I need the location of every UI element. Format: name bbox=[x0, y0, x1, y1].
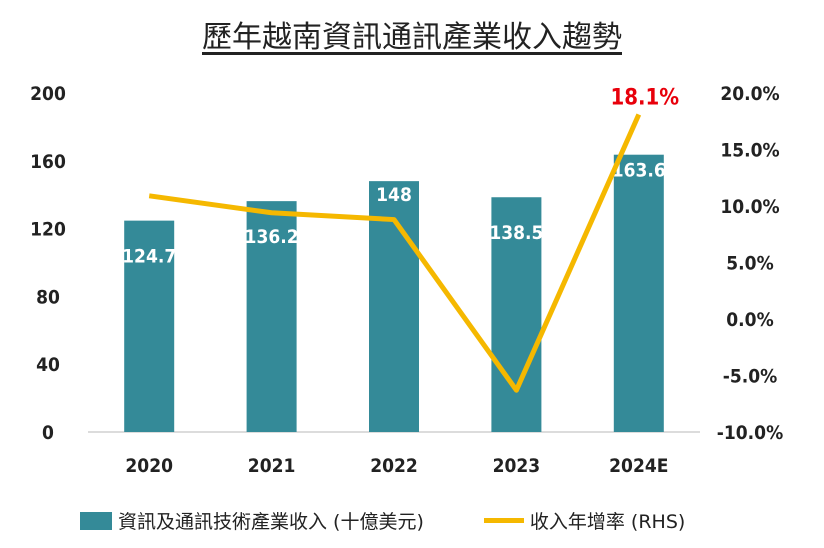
bar bbox=[613, 154, 664, 432]
right-tick-label: -10.0% bbox=[717, 422, 783, 444]
bar bbox=[246, 201, 297, 432]
right-tick-label: 20.0% bbox=[720, 83, 779, 105]
legend-bar-label: 資訊及通訊技術產業收入 (十億美元) bbox=[118, 511, 424, 533]
chart-title: 歷年越南資訊通訊產業收入趨勢 bbox=[202, 20, 622, 55]
left-tick-label: 40 bbox=[36, 354, 60, 376]
right-tick-label: 5.0% bbox=[726, 253, 773, 275]
x-tick-label: 2023 bbox=[493, 455, 541, 477]
left-tick-label: 160 bbox=[30, 151, 66, 173]
legend: 資訊及通訊技術產業收入 (十億美元) 收入年增率 (RHS) bbox=[80, 507, 685, 534]
legend-bar-swatch bbox=[80, 511, 112, 530]
left-tick-label: 0 bbox=[42, 422, 54, 444]
bar bbox=[124, 220, 175, 432]
bar-value-label: 148 bbox=[376, 184, 412, 206]
left-tick-label: 80 bbox=[36, 286, 60, 308]
bar-value-label: 163.6 bbox=[612, 160, 666, 182]
bar-value-label: 136.2 bbox=[245, 226, 299, 248]
right-tick-label: 0.0% bbox=[726, 309, 773, 331]
left-tick-label: 120 bbox=[30, 219, 66, 241]
right-tick-label: 15.0% bbox=[720, 140, 779, 162]
x-tick-label: 2020 bbox=[125, 455, 173, 477]
line-value-label: 18.1% bbox=[610, 85, 679, 110]
x-tick-label: 2024E bbox=[609, 455, 668, 477]
legend-line-label: 收入年增率 (RHS) bbox=[529, 511, 686, 533]
right-tick-label: 10.0% bbox=[720, 196, 779, 218]
bar bbox=[491, 197, 542, 432]
bar-value-label: 138.5 bbox=[489, 222, 543, 244]
chart-area: 0 40 80 120 160 200 -10.0% -5.0% 0.0% 5.0% 10.0% 15… bbox=[30, 83, 783, 477]
bar-value-label: 124.7 bbox=[122, 246, 176, 268]
right-tick-label: -5.0% bbox=[723, 366, 778, 388]
left-tick-label: 200 bbox=[30, 83, 66, 105]
legend-line-swatch bbox=[483, 518, 524, 523]
x-tick-label: 2022 bbox=[370, 455, 418, 477]
x-tick-label: 2021 bbox=[248, 455, 296, 477]
